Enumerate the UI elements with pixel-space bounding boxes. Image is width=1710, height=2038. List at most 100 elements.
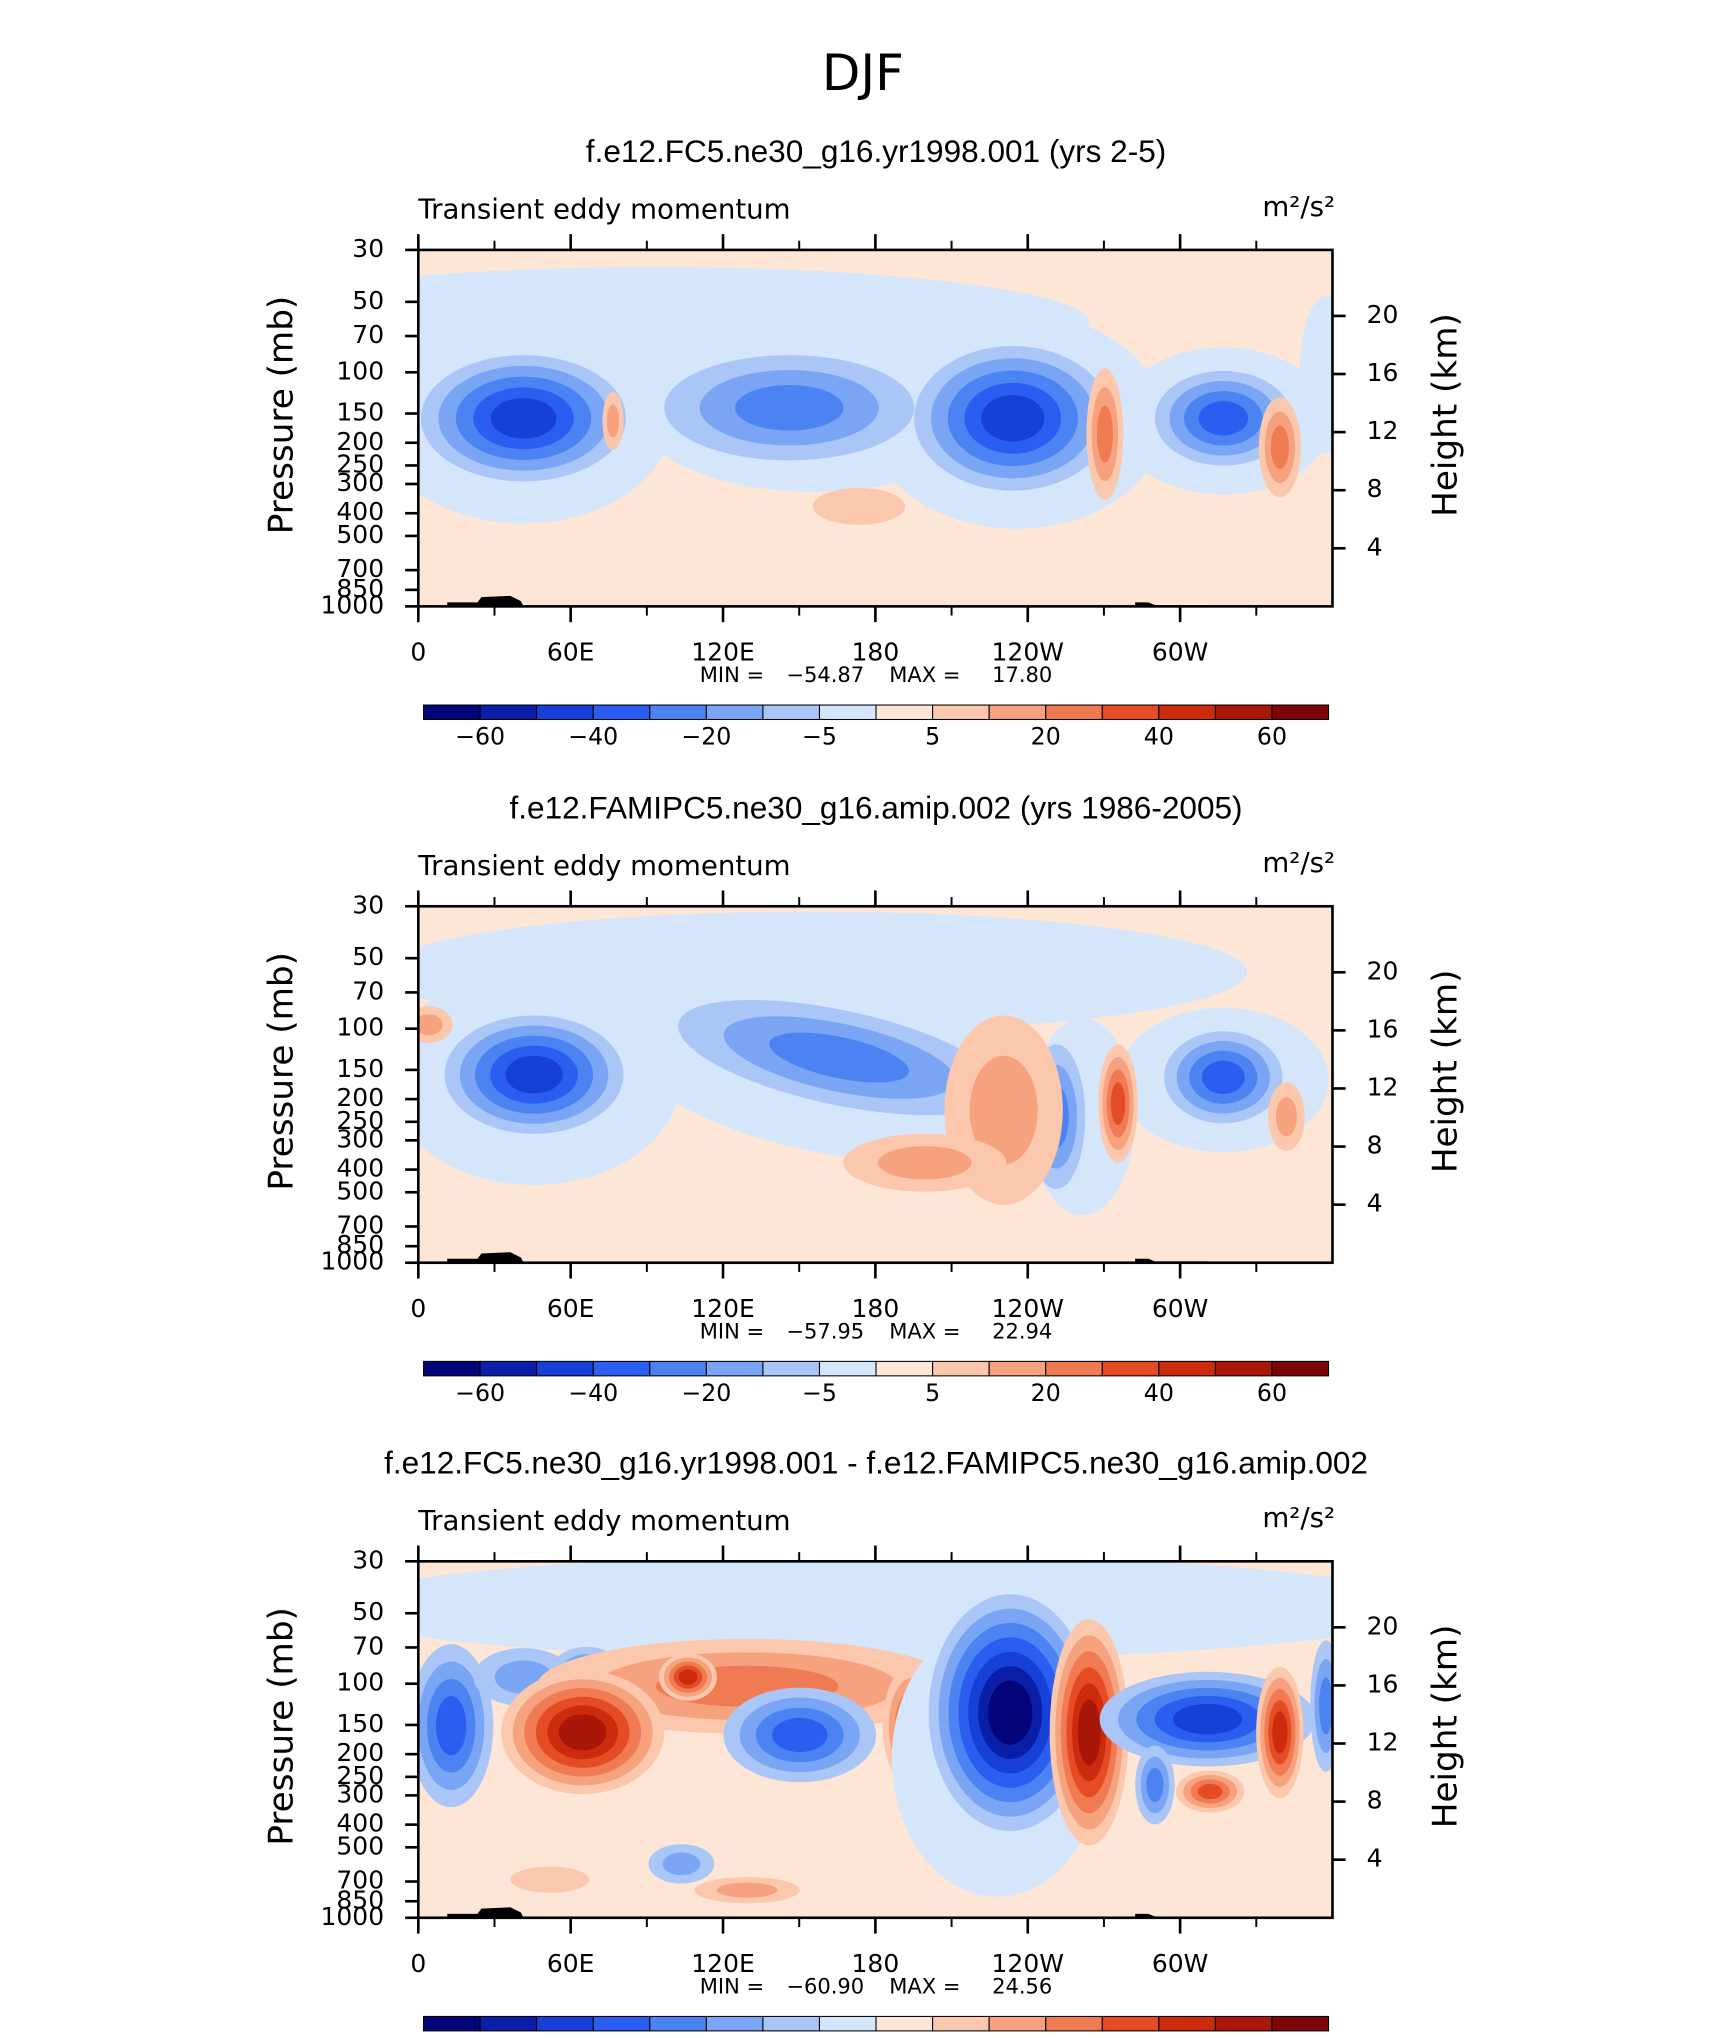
- page-title: DJF: [822, 44, 904, 102]
- contour-region: [769, 1032, 910, 1083]
- colorbar-label: 20: [1031, 1379, 1061, 1407]
- contour-region: [418, 1014, 443, 1036]
- y-tick-label: 500: [336, 520, 384, 549]
- y2-tick-label: 12: [1367, 1728, 1399, 1757]
- y-tick-label: 200: [336, 1738, 384, 1767]
- contour-region: [716, 1882, 778, 1898]
- panel: f.e12.FAMIPC5.ne30_g16.amip.002 (yrs 198…: [261, 790, 1465, 1407]
- y-tick-label: 300: [336, 468, 384, 497]
- contour-field: [418, 1561, 1333, 1918]
- y-tick-label: 70: [352, 1631, 384, 1660]
- contour-region: [1299, 295, 1333, 454]
- y2-axis-label: Height (km): [1425, 970, 1465, 1174]
- subtitle: Transient eddy momentum: [417, 192, 790, 225]
- y2-tick-label: 4: [1367, 1189, 1383, 1218]
- x-tick-label: 120W: [992, 638, 1064, 667]
- colorbar-box: [423, 1360, 481, 1377]
- y-tick-label: 100: [336, 1013, 384, 1042]
- y-tick-label: 100: [336, 356, 384, 385]
- x-tick-label: 180: [852, 1294, 900, 1323]
- y2-tick-label: 16: [1367, 1669, 1399, 1698]
- y2-axis-label: Height (km): [1425, 313, 1465, 517]
- colorbar-box: [649, 2015, 707, 2032]
- y-tick-label: 50: [352, 286, 384, 315]
- x-tick-label: 60W: [1152, 638, 1209, 667]
- y-tick-label: 250: [336, 1761, 384, 1790]
- colorbar-box: [818, 704, 877, 721]
- colorbar-label: −40: [568, 1379, 618, 1407]
- colorbar-box: [875, 704, 934, 721]
- contour-region: [1146, 1767, 1164, 1803]
- x-tick-label: 60W: [1152, 1294, 1209, 1323]
- colorbar-label: 20: [1031, 722, 1061, 750]
- min-value: −57.95: [786, 1318, 864, 1343]
- y-tick-label: 300: [336, 1124, 384, 1153]
- y-tick-label: 850: [336, 1885, 384, 1914]
- colorbar-label: −60: [455, 1379, 505, 1407]
- x-tick-label: 0: [410, 1294, 426, 1323]
- max-label: MAX =: [889, 1318, 960, 1343]
- y-axis-label: Pressure (mb): [261, 1607, 301, 1846]
- y-tick-label: 50: [352, 942, 384, 971]
- colorbar-box: [536, 2015, 594, 2032]
- y-tick-label: 150: [336, 398, 384, 427]
- contour-region: [558, 1714, 607, 1751]
- colorbar-label: 4: [1038, 2034, 1053, 2038]
- max-value: 17.80: [992, 662, 1052, 687]
- max-value: 22.94: [992, 1318, 1052, 1343]
- units: m²/s²: [1262, 846, 1335, 879]
- x-tick-label: 120E: [691, 638, 754, 667]
- y-axis-label: Pressure (mb): [261, 296, 301, 535]
- y-tick-label: 500: [336, 1176, 384, 1205]
- contour-region: [418, 1561, 1333, 1660]
- colorbar-box: [1214, 704, 1273, 721]
- contour-region: [1110, 1082, 1126, 1126]
- x-tick-label: 180: [852, 638, 900, 667]
- colorbar-box: [818, 2015, 877, 2032]
- y-tick-label: 850: [336, 1230, 384, 1259]
- colorbar-box: [705, 704, 764, 721]
- x-tick-label: 120W: [992, 1949, 1064, 1978]
- colorbar-box: [592, 704, 651, 721]
- x-tick-label: 60W: [1152, 1949, 1209, 1978]
- colorbar-label: −40: [568, 722, 618, 750]
- colorbar-label: −20: [681, 722, 731, 750]
- colorbar-box: [479, 2015, 538, 2032]
- contour-region: [678, 1669, 698, 1685]
- y2-tick-label: 20: [1367, 956, 1399, 985]
- contour-region: [606, 404, 620, 438]
- x-tick-label: 0: [410, 638, 426, 667]
- colorbar-label: −10: [512, 2034, 562, 2038]
- colorbar-box: [1158, 704, 1216, 721]
- colorbar-box: [1158, 2015, 1216, 2032]
- y-tick-label: 700: [336, 554, 384, 583]
- contour-region: [505, 1055, 563, 1094]
- colorbar-label: 1: [925, 2034, 940, 2038]
- y2-tick-label: 20: [1367, 300, 1399, 329]
- y-tick-label: 700: [336, 1210, 384, 1239]
- colorbar-box: [1101, 2015, 1160, 2032]
- y2-tick-label: 16: [1367, 1014, 1399, 1043]
- y-tick-label: 400: [336, 1154, 384, 1183]
- contour-region: [1272, 1711, 1288, 1754]
- min-value: −60.90: [786, 1973, 864, 1998]
- contour-region: [490, 398, 557, 439]
- contour-region: [510, 1866, 590, 1893]
- contour-region: [1201, 1060, 1245, 1094]
- x-tick-label: 60E: [547, 638, 595, 667]
- x-tick-label: 60E: [547, 1294, 595, 1323]
- colorbar-box: [988, 1360, 1047, 1377]
- colorbar-box: [932, 2015, 990, 2032]
- subtitle: Transient eddy momentum: [417, 1504, 790, 1537]
- y-tick-label: 500: [336, 1831, 384, 1860]
- y-tick-label: 700: [336, 1866, 384, 1895]
- colorbar-box: [1045, 1360, 1103, 1377]
- colorbar-box: [988, 704, 1047, 721]
- panel: f.e12.FC5.ne30_g16.yr1998.001 (yrs 2-5) T…: [261, 133, 1465, 750]
- y2-axis-label: Height (km): [1425, 1625, 1465, 1829]
- y-tick-label: 1000: [321, 1247, 385, 1276]
- x-tick-label: 180: [852, 1949, 900, 1978]
- contour-region: [1270, 425, 1289, 469]
- y2-tick-label: 12: [1367, 1072, 1399, 1101]
- colorbar-box: [649, 1360, 707, 1377]
